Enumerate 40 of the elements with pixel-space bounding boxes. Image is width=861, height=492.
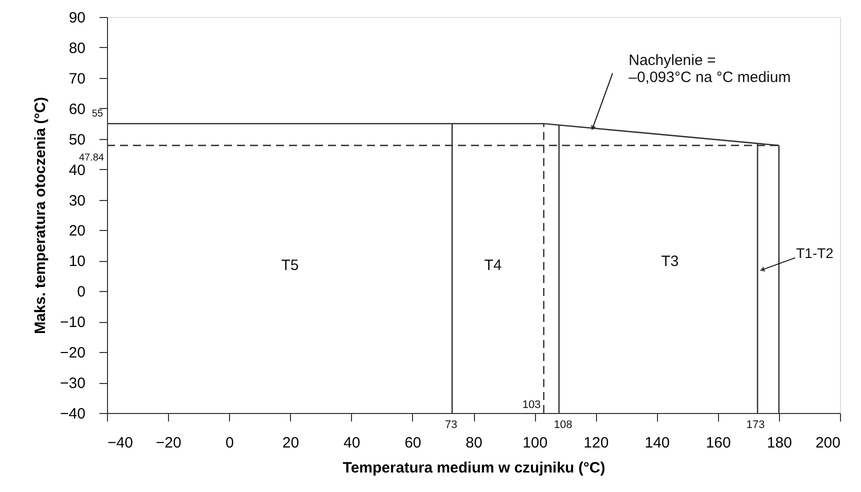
annotation: 108 [554, 419, 572, 431]
y-tick-label: 40 [68, 162, 86, 179]
y-tick-label: −20 [60, 344, 86, 362]
x-tick-label: 20 [282, 434, 300, 452]
y-tick-label: 20 [68, 222, 86, 240]
y-tick-label: 10 [68, 253, 86, 270]
y-axis-title: Maks. temperatura otoczenia (°C) [32, 97, 50, 334]
x-tick-label: 100 [522, 434, 548, 452]
x-tick-label: 60 [404, 434, 422, 452]
annotation: T1-T2 [796, 244, 834, 261]
x-tick-label: 0 [225, 434, 234, 452]
x-tick-label: 120 [584, 434, 609, 452]
annotation: 73 [444, 419, 458, 431]
annotation: 47.84 [78, 152, 104, 164]
annotation: 103 [522, 399, 541, 411]
annotation: T3 [661, 253, 679, 270]
y-tick-label: 70 [68, 70, 86, 88]
annotation: 55 [92, 108, 104, 120]
x-tick-label: 200 [815, 434, 840, 452]
annotation: 173 [746, 419, 765, 431]
y-tick-label: 50 [68, 131, 86, 148]
annotation: T4 [484, 257, 502, 274]
x-tick-label: 160 [706, 434, 731, 452]
y-tick-label: 80 [68, 40, 86, 57]
y-tick-label: 60 [68, 100, 86, 118]
x-tick-label: −20 [156, 434, 182, 452]
x-axis-title: Temperatura medium w czujniku (°C) [342, 460, 606, 476]
x-tick-label: 40 [343, 434, 360, 452]
y-tick-label: −30 [60, 375, 86, 392]
y-tick-label: 0 [77, 284, 86, 301]
x-tick-label: 180 [766, 434, 792, 452]
y-tick-label: −40 [60, 406, 86, 422]
annotation: Nachylenie = –0,093°C na °C medium [628, 52, 791, 86]
x-tick-label: 80 [466, 434, 482, 452]
x-tick-label: 140 [644, 434, 670, 452]
annotation: T5 [281, 257, 299, 274]
y-tick-label: 90 [68, 10, 86, 26]
y-tick-label: 30 [68, 192, 86, 210]
y-tick-label: −10 [60, 314, 86, 332]
x-tick-label: −40 [108, 434, 133, 452]
